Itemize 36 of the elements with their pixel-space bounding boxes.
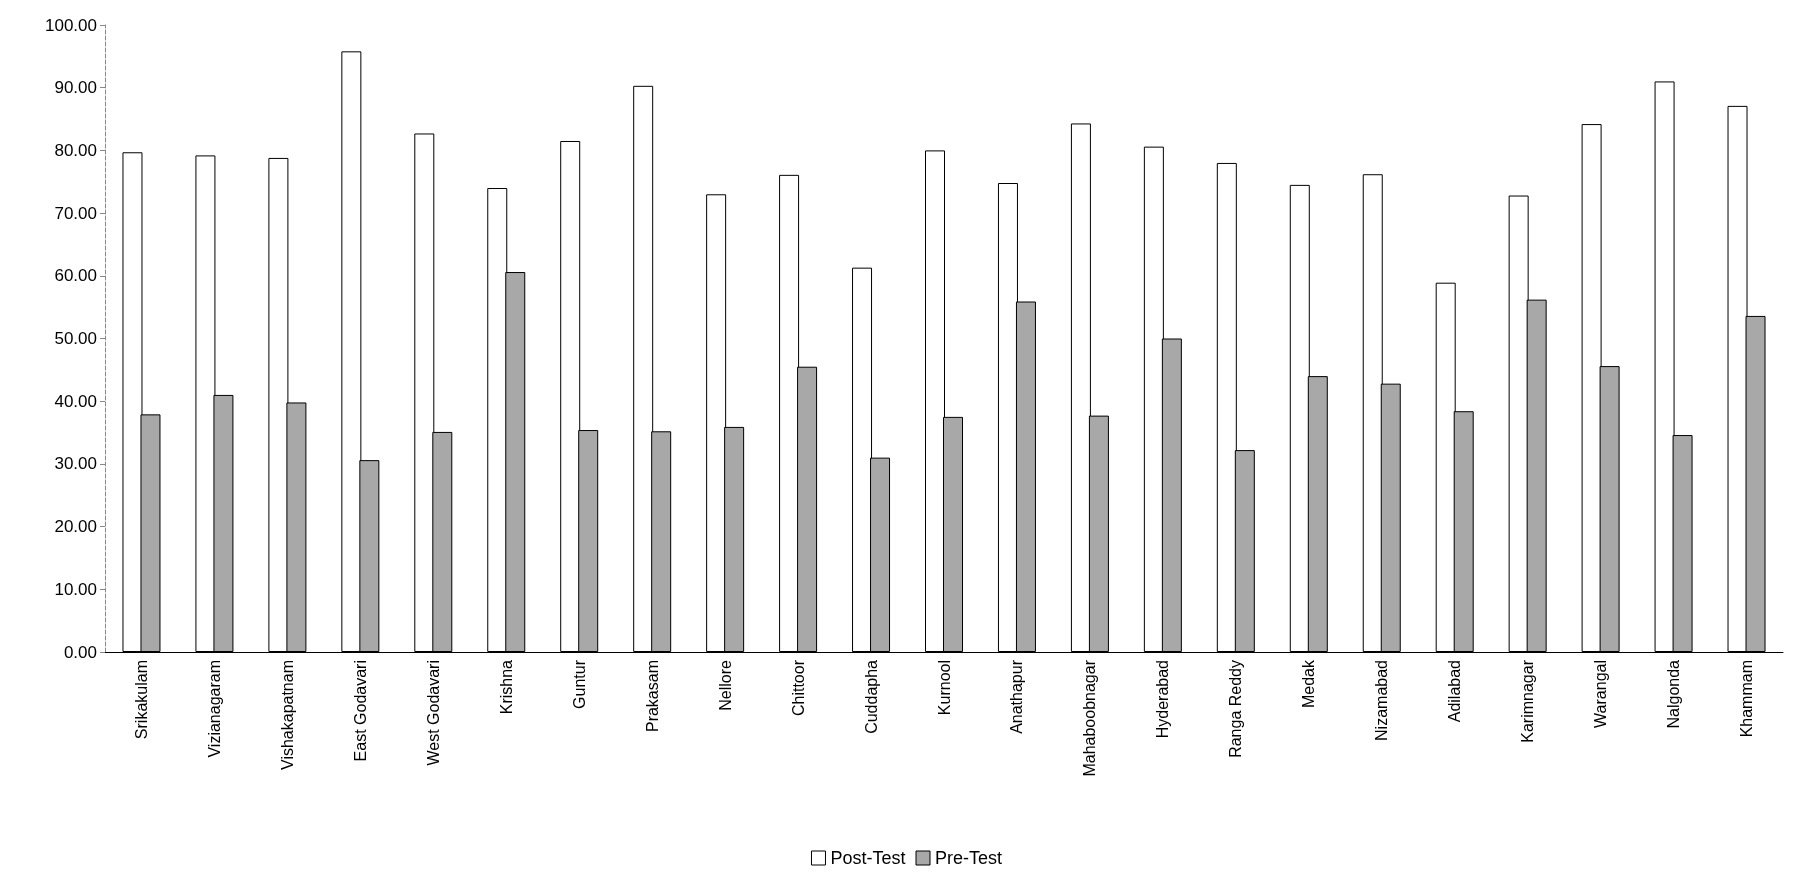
y-tick-label: 100.00: [45, 15, 97, 35]
x-tick-label: Mahaboobnagar: [1081, 659, 1099, 777]
x-tick-label: Guntur: [570, 659, 588, 709]
x-tick-label: Vishakapatnam: [278, 660, 296, 770]
x-tick-label: Cuddapha: [862, 659, 880, 734]
x-tick-label: Srikakulam: [132, 660, 150, 740]
x-tick-label: Karimnagar: [1519, 659, 1537, 743]
y-tick-label: 80.00: [54, 140, 97, 160]
y-tick-label: 20.00: [54, 517, 97, 537]
y-tick-label: 30.00: [54, 454, 97, 474]
x-tick-label: Krishna: [497, 659, 515, 715]
y-tick-label: 70.00: [54, 203, 97, 223]
y-tick-label: 90.00: [54, 78, 97, 98]
x-tick-label: Medak: [1300, 659, 1318, 709]
x-tick-label: Warangal: [1592, 660, 1610, 728]
x-tick-label: East Godavari: [351, 660, 369, 762]
x-tick-label: Prakasam: [643, 660, 661, 733]
x-tick-label: Anathapur: [1008, 659, 1026, 734]
y-tick-label: 40.00: [54, 391, 97, 411]
x-tick-label: Chittoor: [789, 659, 807, 717]
x-tick-label: West Godavari: [424, 660, 442, 766]
x-tick-label: Khammam: [1738, 660, 1756, 738]
legend-label: Pre-Test: [935, 848, 1003, 868]
x-tick-label: Kurnool: [935, 660, 953, 716]
x-tick-label: Hyderabad: [1154, 660, 1172, 739]
x-tick-label: Vizianagaram: [205, 660, 223, 758]
legend-label: Post-Test: [830, 848, 906, 868]
x-tick-label: Adilabad: [1446, 660, 1464, 723]
y-tick-label: 0.00: [63, 642, 97, 662]
x-tick-label: Nalgonda: [1665, 659, 1683, 729]
y-tick-label: 10.00: [54, 579, 97, 599]
y-tick-label: 60.00: [54, 266, 97, 286]
x-tick-label: Nellore: [716, 659, 734, 711]
x-tick-label: Ranga Reddy: [1227, 660, 1245, 758]
y-tick-label: 50.00: [54, 329, 97, 348]
x-tick-label: Nizamabad: [1373, 660, 1391, 741]
